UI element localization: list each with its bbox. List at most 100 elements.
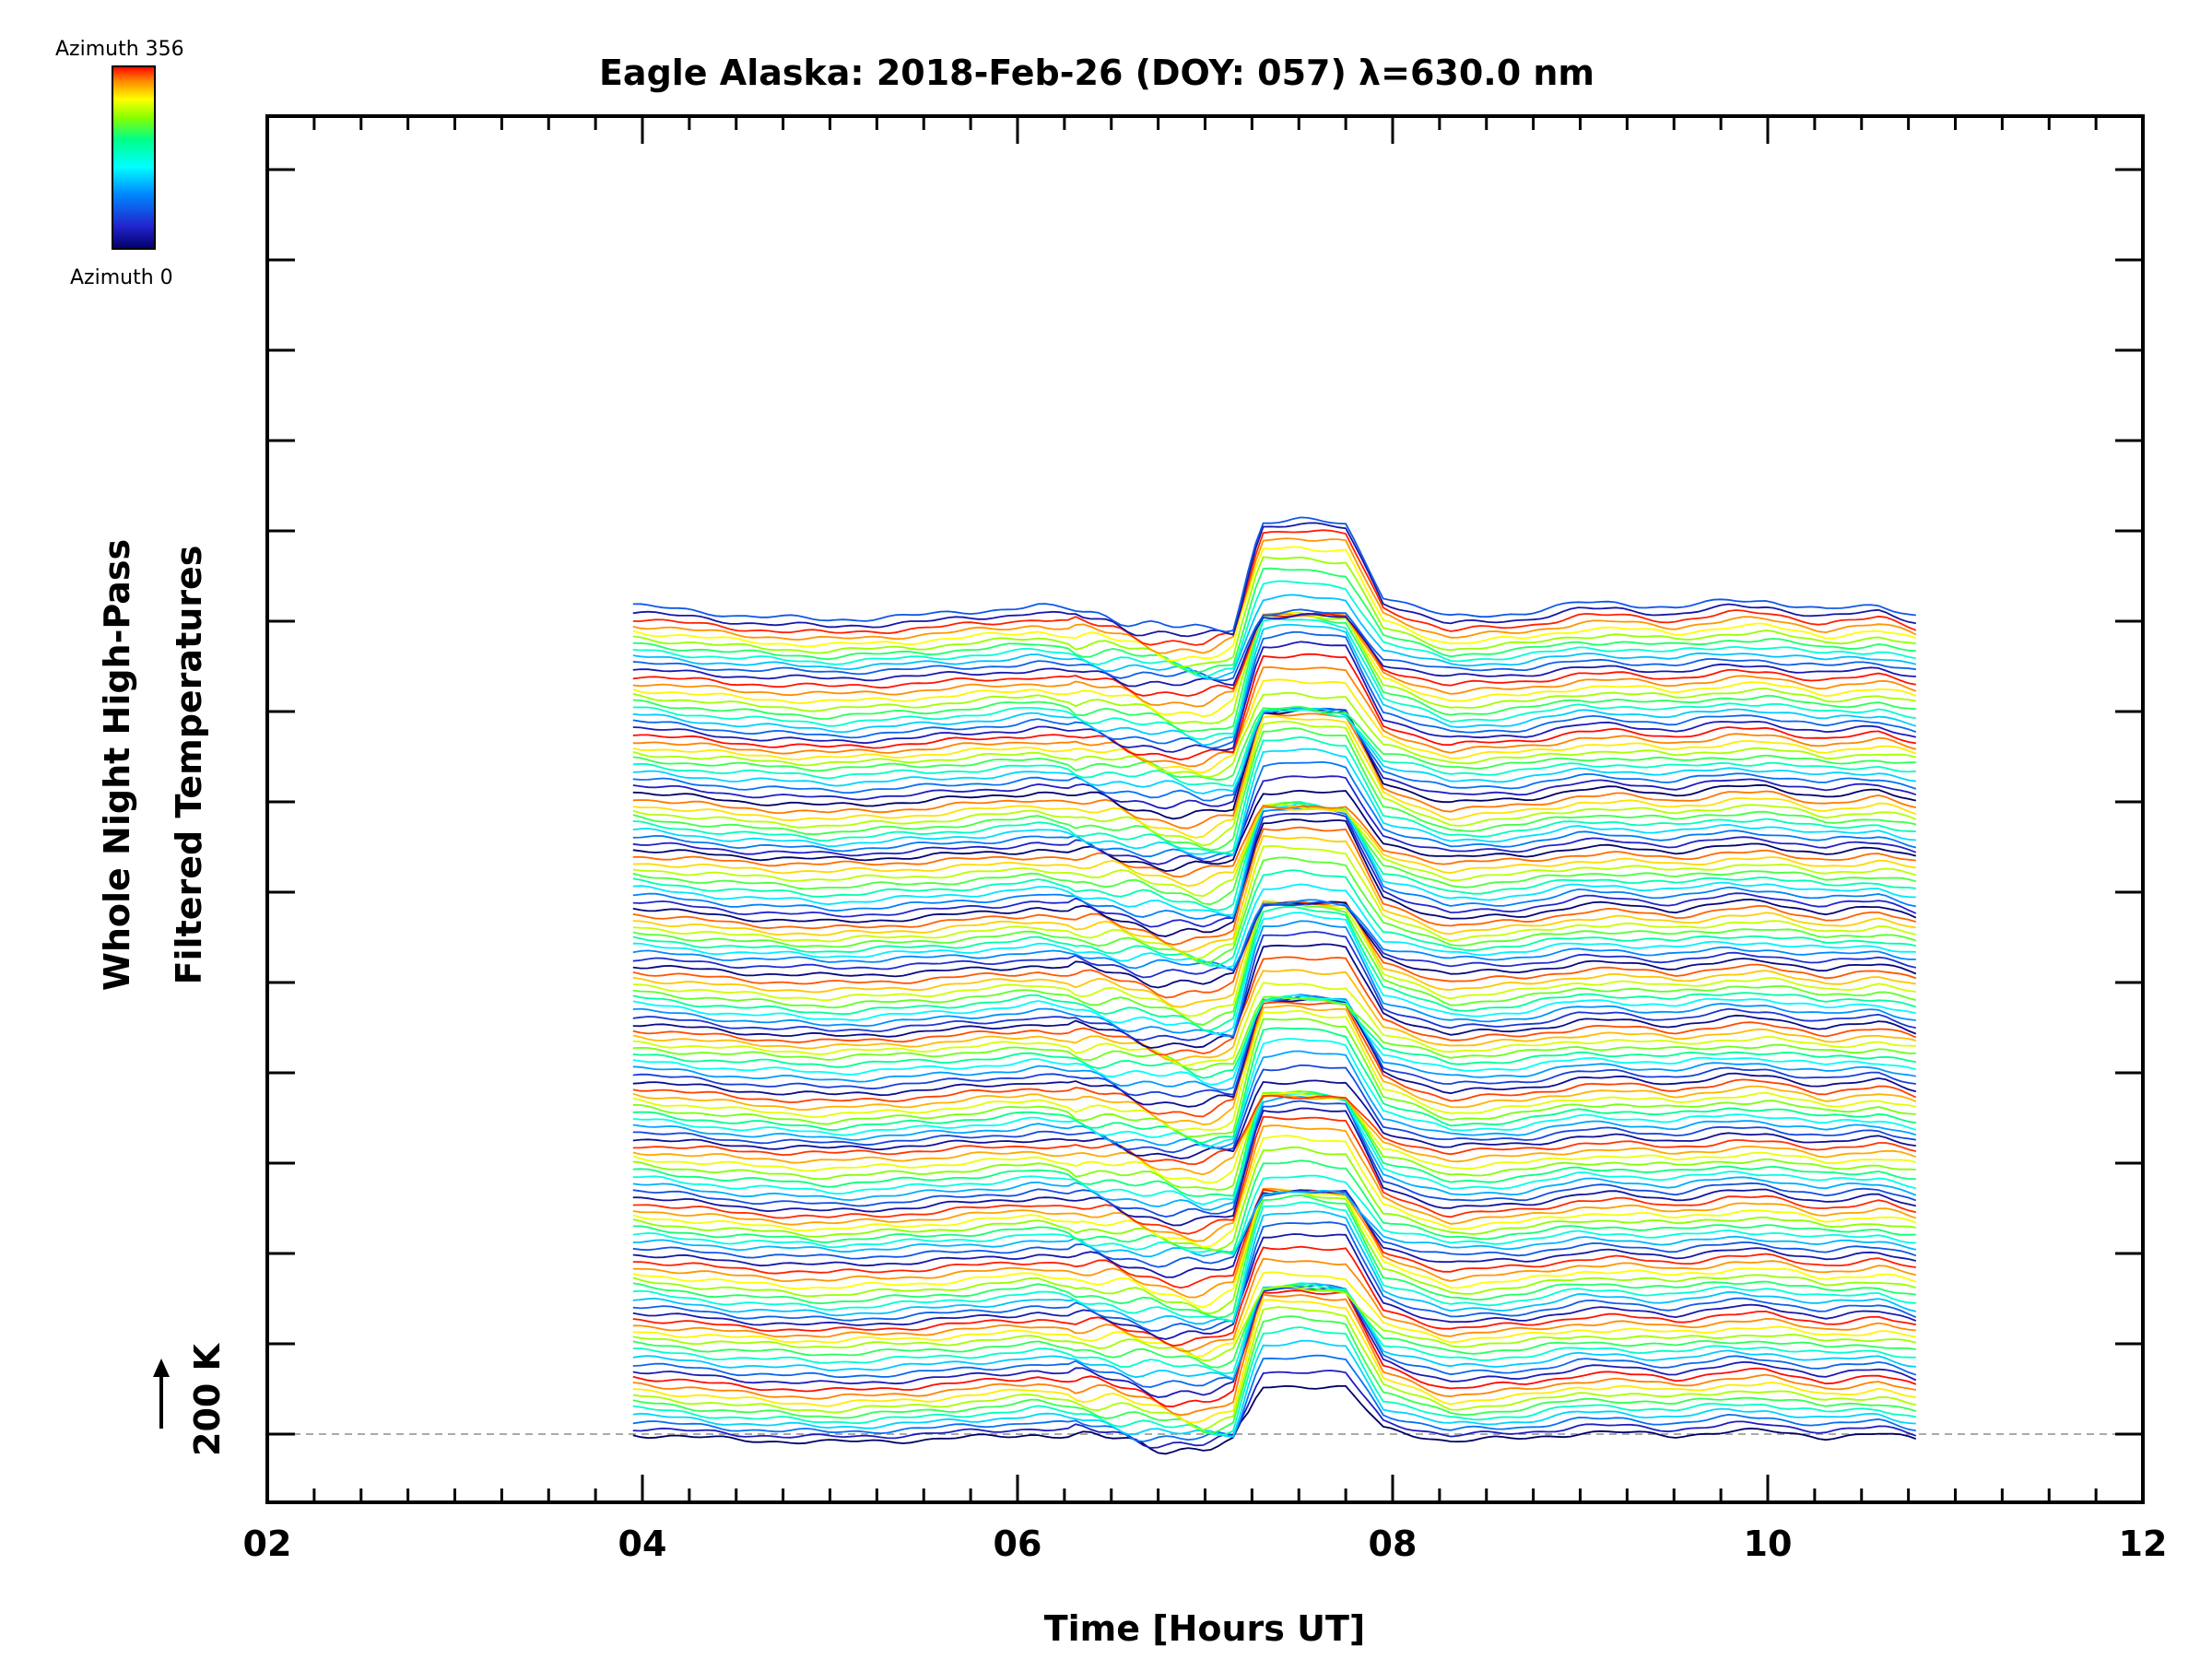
trace-line [632,1190,1917,1268]
trace-line [632,1027,1916,1144]
trace-line [632,665,1917,768]
trace-line [632,803,1917,898]
x-tick-label: 10 [1744,1524,1793,1564]
trace-line [632,956,1917,1056]
trace-line [632,594,1917,680]
trace-line [632,630,1917,749]
trace-line [632,705,1916,782]
trace-line [632,1115,1917,1235]
trace-line [632,653,1916,761]
trace-line [632,920,1916,1038]
trace-line [632,856,1917,965]
trace-line [632,720,1917,847]
scale-label: 200 K [187,1342,228,1456]
trace-line [632,706,1917,810]
trace-line [632,1201,1916,1322]
trace-line [632,608,1916,682]
trace-line [632,806,1916,920]
trace-line [632,522,1916,638]
trace-line [632,1089,1916,1191]
trace-line [632,1001,1917,1118]
trace-line [632,1306,1917,1431]
trace-line [632,1370,1917,1449]
trace-line [632,801,1916,912]
trace-line [632,996,1916,1079]
trace-line [632,1315,1917,1435]
trace-line [632,1293,1916,1417]
trace-line [632,1271,1916,1358]
trace-line [632,931,1916,1041]
trace-line [632,618,1916,740]
trace-line [632,1257,1916,1353]
trace-line [632,1233,1917,1340]
trace-line [632,994,1916,1091]
trace-line [632,709,1916,820]
trace-line [632,678,1917,774]
trace-line [632,1079,1916,1159]
trace-line [632,969,1917,1062]
trace-line [632,1094,1917,1166]
trace-line [632,844,1916,959]
x-axis-label: Time [Hours UT] [1044,1608,1366,1649]
trace-line [632,641,1917,753]
colorbar-top-label: Azimuth 356 [55,38,184,61]
trace-line [632,869,1916,967]
trace-line [632,1005,1917,1126]
trace-line [632,912,1917,1035]
trace-line [632,1159,1916,1253]
chart-title: Eagle Alaska: 2018-Feb-26 (DOY: 057) λ=6… [599,53,1594,93]
trace-line [632,1009,1916,1132]
trace-line [632,546,1917,662]
trace-line [632,1135,1917,1249]
trace-line [632,1221,1917,1332]
trace-line [632,1187,1917,1299]
trace-line [632,612,1916,688]
trace-line [632,556,1916,668]
trace-line [632,1283,1916,1369]
trace-line [632,1189,1917,1258]
trace-line [632,1354,1916,1443]
trace-line [632,1038,1917,1147]
x-tick-label: 06 [994,1524,1042,1564]
trace-line [632,1124,1917,1242]
trace-line [632,1245,1916,1347]
trace-line [632,834,1916,953]
trace-line [632,775,1917,865]
x-tick-label: 04 [618,1524,667,1564]
trace-line [632,1095,1917,1211]
trace-line [632,805,1916,878]
trace-line [632,727,1917,852]
trace-line [632,818,1917,937]
trace-line [632,900,1917,979]
trace-line [632,900,1916,1018]
trace-line [632,1107,1917,1227]
trace-line [632,995,1916,1071]
trace-line [632,516,1916,633]
trace-line [632,905,1917,1031]
trace-line [632,1299,1916,1424]
x-tick-labels: 02 04 06 08 10 12 [243,1524,2168,1564]
x-tick-label: 08 [1369,1524,1418,1564]
trace-line [632,1285,1916,1362]
trace-line [632,900,1916,1008]
trace-line [632,982,1916,1066]
trace-line [632,812,1917,928]
trace-line [632,1064,1916,1154]
trace-line [632,1289,1917,1408]
trace-line [632,623,1917,747]
trace-line [632,709,1916,787]
trace-line [632,1339,1916,1438]
trace-line [632,899,1916,971]
trace-line [632,1326,1916,1437]
trace-line [632,826,1917,946]
x-tick-label: 02 [243,1524,292,1564]
trace-line [632,567,1916,674]
trace-line [632,1100,1917,1218]
traces [632,516,1917,1455]
trace-line [632,1091,1917,1184]
trace-line [632,1146,1916,1252]
trace-line [632,691,1917,778]
trace-line [632,735,1916,854]
trace-line [632,760,1917,861]
y-axis-label-line2: Filtered Temperatures [169,546,209,985]
